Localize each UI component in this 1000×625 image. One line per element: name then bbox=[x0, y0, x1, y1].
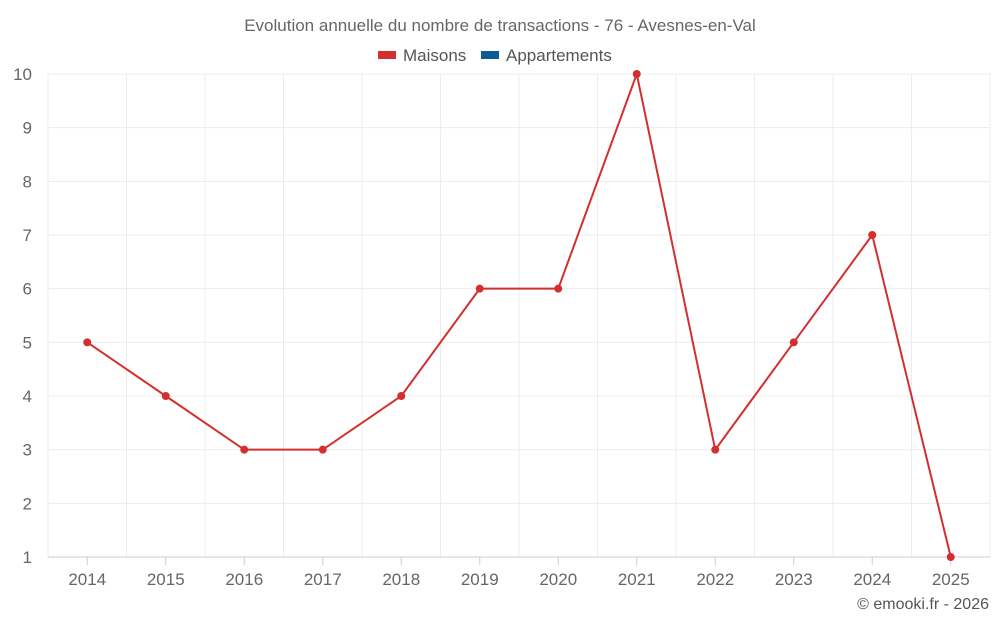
credit-text: © emooki.fr - 2026 bbox=[857, 596, 989, 613]
y-tick-label: 2 bbox=[23, 494, 32, 513]
y-tick-label: 6 bbox=[23, 280, 32, 299]
legend-label-maisons: Maisons bbox=[403, 46, 466, 65]
y-tick-label: 10 bbox=[13, 65, 32, 84]
data-point[interactable] bbox=[711, 445, 720, 454]
y-tick-label: 9 bbox=[23, 119, 32, 138]
x-tick-label: 2016 bbox=[225, 570, 263, 589]
x-tick-label: 2022 bbox=[696, 570, 734, 589]
y-tick-label: 7 bbox=[23, 226, 32, 245]
data-point[interactable] bbox=[397, 392, 406, 400]
legend-label-appartements: Appartements bbox=[506, 46, 612, 65]
data-point[interactable] bbox=[475, 284, 484, 293]
x-tick-label: 2015 bbox=[147, 570, 185, 589]
gridlines bbox=[47, 73, 991, 557]
data-point[interactable] bbox=[318, 445, 327, 454]
legend-item-appartements[interactable]: Appartements bbox=[481, 46, 612, 65]
y-tick-label: 1 bbox=[23, 548, 32, 567]
x-tick-label: 2023 bbox=[775, 570, 813, 589]
legend-swatch-maisons bbox=[378, 51, 396, 59]
x-tick-label: 2020 bbox=[539, 570, 577, 589]
x-tick-label: 2014 bbox=[68, 570, 106, 589]
y-tick-label: 8 bbox=[23, 172, 32, 191]
chart-title: Evolution annuelle du nombre de transact… bbox=[244, 16, 756, 35]
data-point[interactable] bbox=[83, 338, 92, 347]
data-point[interactable] bbox=[946, 553, 955, 561]
data-point[interactable] bbox=[161, 392, 170, 400]
x-tick-label: 2017 bbox=[304, 570, 342, 589]
data-point[interactable] bbox=[632, 70, 641, 78]
x-axis-ticks: 2014 2015 2016 2017 2018 2019 2020 2021 2022 2023… bbox=[68, 557, 970, 589]
data-point[interactable] bbox=[789, 338, 798, 347]
series-line-maisons bbox=[86, 70, 952, 558]
legend-item-maisons[interactable]: Maisons bbox=[378, 46, 466, 65]
x-tick-label: 2024 bbox=[853, 570, 891, 589]
data-point[interactable] bbox=[868, 231, 877, 239]
legend-swatch-appartements bbox=[481, 51, 499, 59]
legend: Maisons Appartements bbox=[378, 46, 612, 65]
y-axis-ticks: 1 2 3 4 5 6 7 8 9 10 bbox=[13, 65, 32, 567]
y-tick-label: 3 bbox=[23, 441, 32, 460]
data-point[interactable] bbox=[240, 445, 249, 454]
x-tick-label: 2021 bbox=[618, 570, 656, 589]
data-point[interactable] bbox=[554, 284, 563, 293]
x-tick-label: 2018 bbox=[382, 570, 420, 589]
y-tick-label: 5 bbox=[23, 333, 32, 352]
x-tick-label: 2019 bbox=[461, 570, 499, 589]
x-tick-label: 2025 bbox=[932, 570, 970, 589]
y-tick-label: 4 bbox=[23, 387, 32, 406]
series-maisons bbox=[83, 70, 955, 561]
